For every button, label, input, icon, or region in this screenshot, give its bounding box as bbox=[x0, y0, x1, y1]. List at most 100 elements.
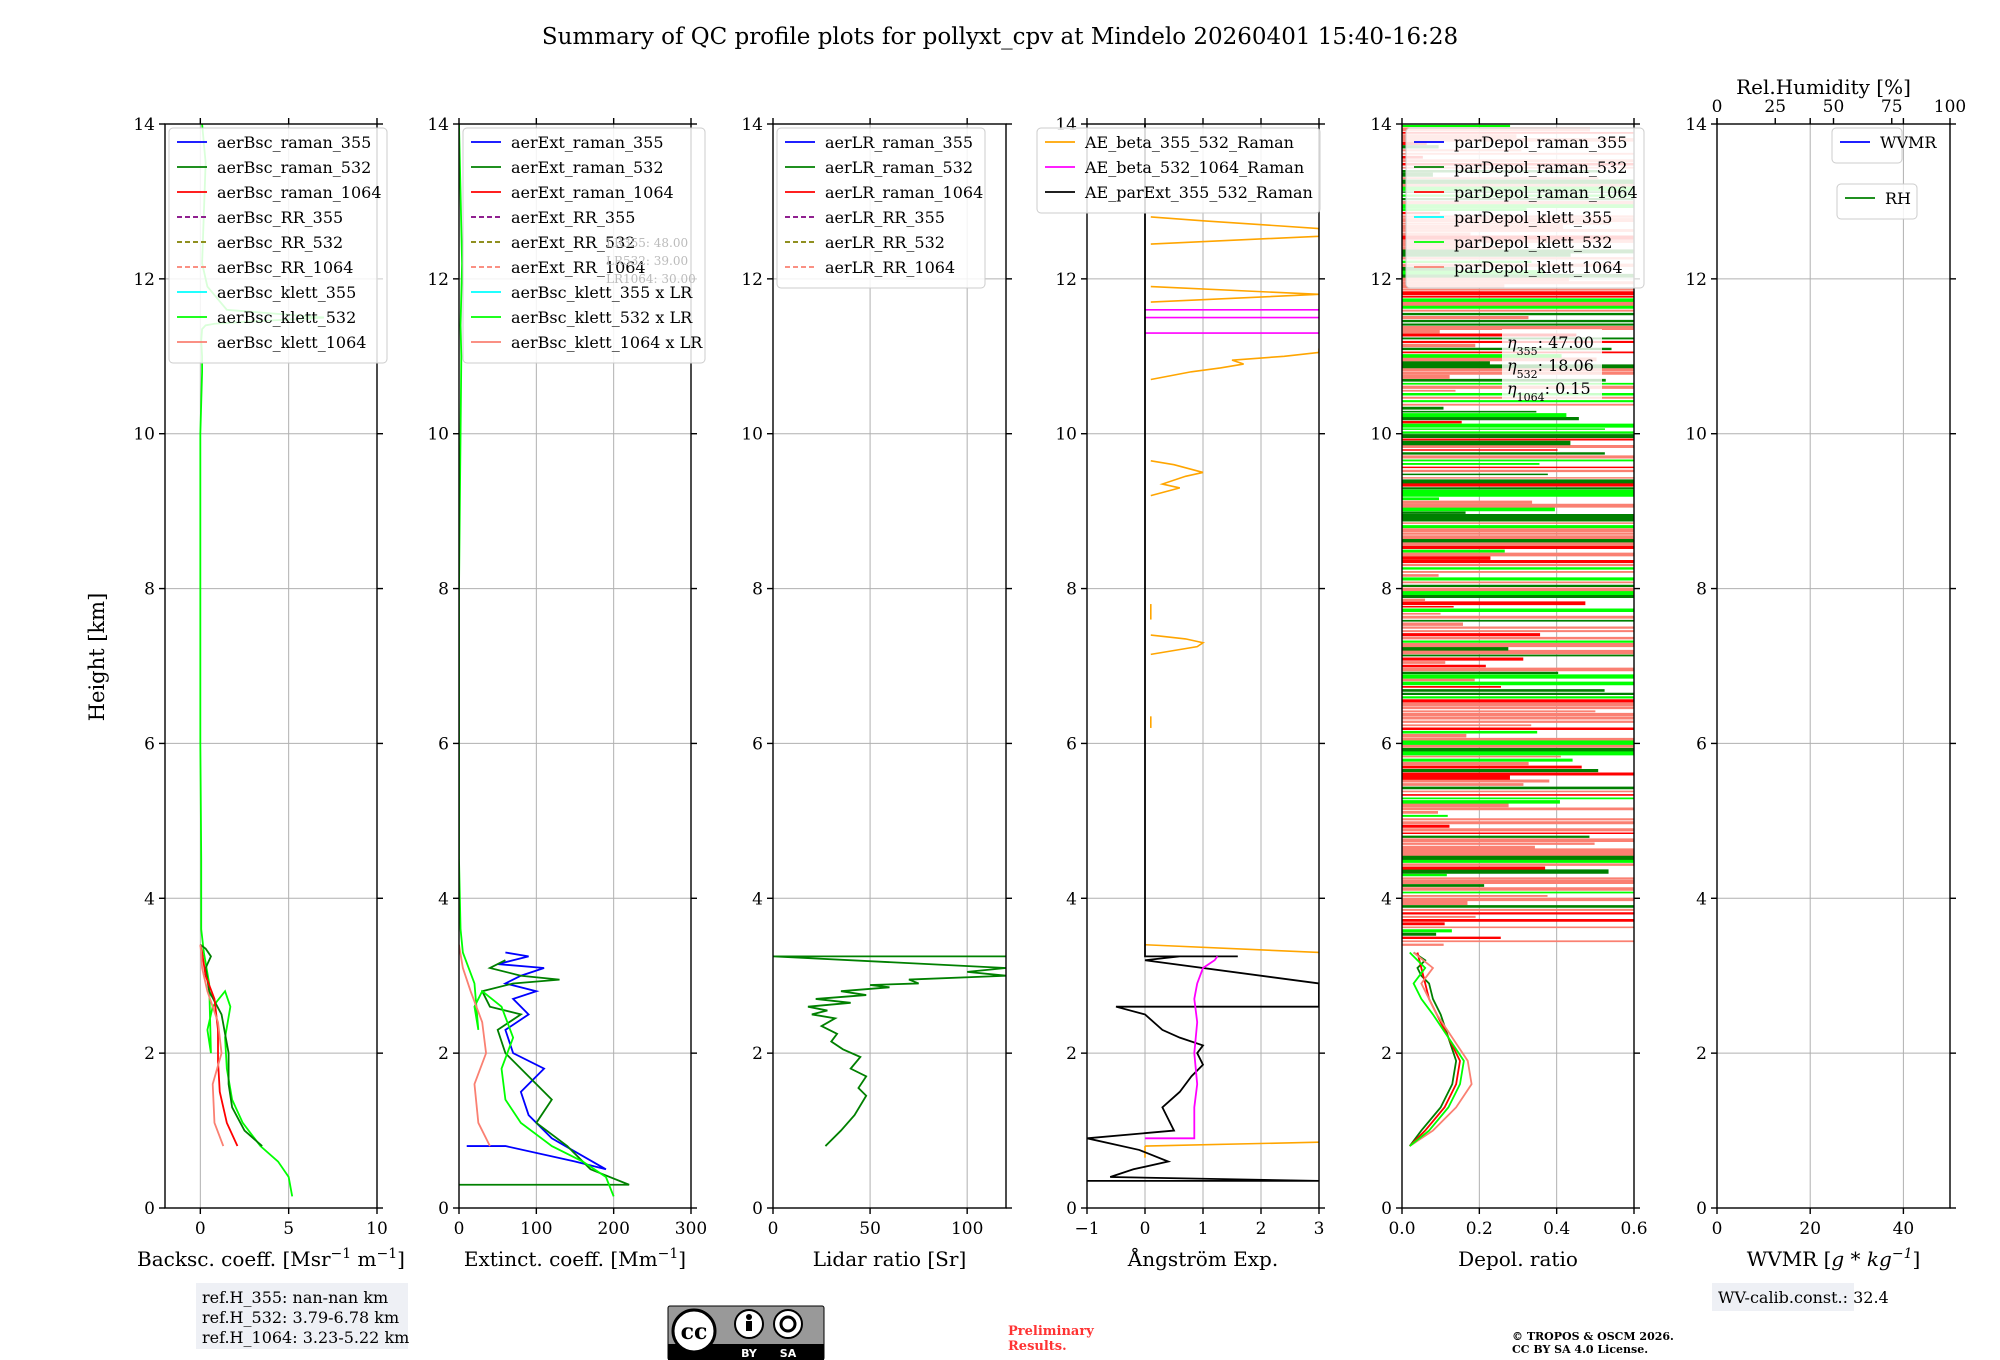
y-tick-label: 6 bbox=[438, 734, 449, 754]
x-label-part: m bbox=[351, 1247, 376, 1271]
x-tick-label: 100 bbox=[520, 1219, 552, 1239]
sa-label: SA bbox=[780, 1347, 797, 1360]
ref-info-box bbox=[196, 1283, 408, 1349]
legend-item: aerExt_raman_355 bbox=[511, 133, 664, 152]
y-tick-label: 14 bbox=[133, 115, 155, 135]
legend-item: aerBsc_RR_355 bbox=[217, 208, 343, 227]
y-tick-label: 10 bbox=[741, 425, 763, 445]
legend-item: aerBsc_klett_1064 x LR bbox=[511, 333, 703, 352]
eta-value: : 18.06 bbox=[1538, 356, 1594, 375]
ae-segment bbox=[1150, 348, 1319, 381]
legend-item: parDepol_klett_1064 bbox=[1454, 258, 1623, 277]
y-tick-label: 2 bbox=[1066, 1044, 1077, 1064]
axis-frame bbox=[458, 123, 692, 1209]
plot-area bbox=[1087, 124, 1319, 1182]
series-AE_beta_532_1064_Raman bbox=[1145, 955, 1219, 1140]
top-tick-label: 0 bbox=[1712, 97, 1723, 117]
y-tick-label: 0 bbox=[1381, 1199, 1392, 1219]
by-label: BY bbox=[741, 1347, 758, 1360]
by-icon-body bbox=[746, 1321, 752, 1331]
y-tick-label: 10 bbox=[133, 425, 155, 445]
legend-item: aerLR_RR_1064 bbox=[825, 258, 955, 277]
y-tick-label: 8 bbox=[144, 580, 155, 600]
series-parDepol_klett_532 bbox=[1409, 951, 1465, 1147]
x-tick-label: 2 bbox=[1256, 1219, 1267, 1239]
ae-segment bbox=[1150, 285, 1319, 303]
top-tick-label: 100 bbox=[1934, 97, 1966, 117]
y-tick-label: 8 bbox=[752, 580, 763, 600]
x-tick-label: 10 bbox=[366, 1219, 388, 1239]
legend-item: aerBsc_klett_532 x LR bbox=[511, 308, 693, 327]
y-tick-label: 0 bbox=[1696, 1199, 1707, 1219]
series-parDepol_klett_1064 bbox=[1409, 951, 1473, 1147]
panel-depol: 0 2 4 6 8 10 12 14 0.0 0.2 0.4 0.6 Depol. ratio parDe… bbox=[1370, 115, 1647, 1271]
x-tick-label: 0.4 bbox=[1543, 1219, 1570, 1239]
x-axis-label: WVMR [g * kg−1] bbox=[1747, 1246, 1921, 1271]
top-axis-label: Rel.Humidity [%] bbox=[1736, 75, 1911, 99]
eta-subscript: 355 bbox=[1517, 345, 1538, 358]
x-label-sup: −1 bbox=[377, 1246, 398, 1262]
eta-value: : 47.00 bbox=[1538, 333, 1594, 352]
series-AE_parExt_355_532_Raman bbox=[1087, 124, 1319, 1182]
legend-item: aerExt_RR_355 bbox=[511, 208, 635, 227]
calib-text: WV-calib.const.: 32.4 bbox=[1718, 1288, 1889, 1307]
y-tick-label: 6 bbox=[1066, 734, 1077, 754]
x-label-sup: −1 bbox=[331, 1246, 352, 1262]
x-label-part: ] bbox=[1912, 1247, 1920, 1271]
eta-label: η532: 18.06 bbox=[1507, 356, 1594, 381]
legend-item: parDepol_raman_532 bbox=[1454, 158, 1627, 177]
x-label-part: Ångström Exp. bbox=[1127, 1246, 1278, 1271]
y-tick-label: 8 bbox=[1696, 580, 1707, 600]
y-tick-label: 14 bbox=[1370, 115, 1392, 135]
top-tick-label: 75 bbox=[1881, 97, 1903, 117]
legend-item: aerExt_raman_1064 bbox=[511, 183, 674, 202]
x-tick-label: 0 bbox=[1140, 1219, 1151, 1239]
legend-item: aerLR_raman_532 bbox=[825, 158, 973, 177]
axis-frame bbox=[164, 123, 378, 1209]
ref-info-ref_h_1064: ref.H_1064: 3.23-5.22 km bbox=[202, 1328, 409, 1347]
y-tick-label: 4 bbox=[1381, 889, 1392, 909]
legend-item: aerBsc_klett_532 bbox=[217, 308, 356, 327]
panel-lr: 0 2 4 6 8 10 12 14 0 50 100 Lidar ratio [Sr] aerLR_r… bbox=[741, 115, 1012, 1271]
legend-item: aerBsc_RR_532 bbox=[217, 233, 343, 252]
legend-item: parDepol_klett_532 bbox=[1454, 233, 1612, 252]
copyright-line2: CC BY SA 4.0 License. bbox=[1512, 1343, 1648, 1356]
x-tick-label: 0 bbox=[454, 1219, 465, 1239]
y-tick-label: 12 bbox=[1685, 270, 1707, 290]
x-tick-label: 200 bbox=[597, 1219, 629, 1239]
legend-box bbox=[462, 127, 706, 364]
cc-icon-text: cc bbox=[681, 1319, 708, 1345]
legend-item: aerBsc_klett_355 x LR bbox=[511, 283, 693, 302]
eta-label: η355: 47.00 bbox=[1507, 333, 1594, 358]
x-tick-label: 300 bbox=[675, 1219, 707, 1239]
y-tick-label: 12 bbox=[1055, 270, 1077, 290]
series-aerLR_raman_532 bbox=[773, 955, 1006, 1147]
top-tick-label: 50 bbox=[1823, 97, 1845, 117]
legend2-box bbox=[1836, 183, 1918, 220]
legend-item: aerLR_RR_355 bbox=[825, 208, 945, 227]
legend-box bbox=[776, 127, 986, 289]
legend-item: aerExt_RR_1064 bbox=[511, 258, 646, 277]
legend-item: aerBsc_klett_355 bbox=[217, 283, 356, 302]
eta-label: η1064: 0.15 bbox=[1507, 379, 1591, 404]
x-tick-label: 0.2 bbox=[1466, 1219, 1493, 1239]
legend-item: AE_beta_532_1064_Raman bbox=[1084, 158, 1304, 177]
y-tick-label: 12 bbox=[133, 270, 155, 290]
y-tick-label: 2 bbox=[1696, 1044, 1707, 1064]
y-tick-label: 8 bbox=[1066, 580, 1077, 600]
plot-area bbox=[773, 955, 1006, 1147]
y-tick-label: 12 bbox=[741, 270, 763, 290]
footer: cc BY SA Preliminary Results. © TROPOS &… bbox=[667, 1305, 1674, 1360]
sa-icon-arrow bbox=[779, 1315, 797, 1333]
y-tick-label: 4 bbox=[144, 889, 155, 909]
legend-item: aerExt_raman_532 bbox=[511, 158, 664, 177]
y-tick-label: 4 bbox=[438, 889, 449, 909]
legend-item: aerBsc_raman_532 bbox=[217, 158, 371, 177]
legend-item: aerBsc_RR_1064 bbox=[217, 258, 353, 277]
x-tick-label: −1 bbox=[1074, 1219, 1099, 1239]
axis-frame bbox=[1716, 123, 1951, 1209]
legend-item: aerLR_raman_355 bbox=[825, 133, 973, 152]
eta-value: : 0.15 bbox=[1545, 379, 1591, 398]
y-tick-label: 6 bbox=[144, 734, 155, 754]
